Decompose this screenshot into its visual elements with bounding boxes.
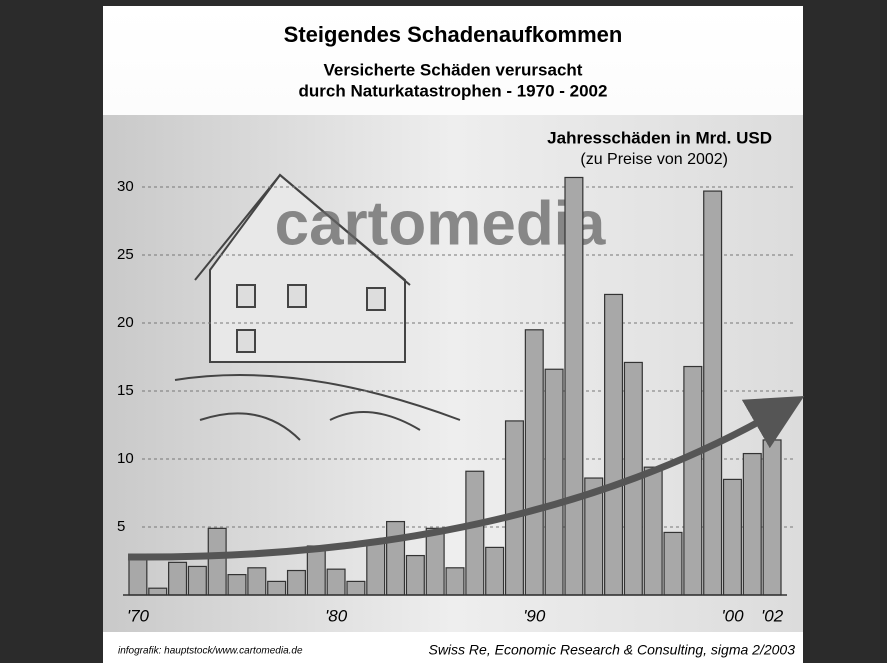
y-tick-label: 20 <box>117 314 134 331</box>
credit: infografik: hauptstock/www.cartomedia.de <box>118 646 303 657</box>
bar <box>426 528 444 595</box>
bar <box>565 177 583 595</box>
x-tick-label: '00 <box>721 606 744 625</box>
bar <box>525 330 543 595</box>
y-tick-label: 5 <box>117 518 125 535</box>
x-tick-label: '02 <box>761 606 784 625</box>
bar <box>327 569 345 595</box>
bar <box>704 191 722 595</box>
bar <box>367 542 385 595</box>
y-tick-label: 10 <box>117 450 134 467</box>
y-tick-label: 15 <box>117 382 134 399</box>
chart-title: Steigendes Schadenaufkommen <box>284 22 623 47</box>
source: Swiss Re, Economic Research & Consulting… <box>428 642 795 658</box>
bar <box>208 528 226 595</box>
axis-label: Jahresschäden in Mrd. USD <box>547 128 772 147</box>
y-tick-label: 25 <box>117 246 134 263</box>
bar <box>605 294 623 595</box>
bar <box>248 568 266 595</box>
bar <box>545 369 563 595</box>
bar <box>486 547 504 595</box>
x-tick-label: '70 <box>127 606 150 625</box>
subtitle: Versicherte Schäden verursacht <box>324 60 583 79</box>
bar <box>406 556 424 595</box>
chart: Steigendes Schadenaufkommen Versicherte … <box>0 0 887 663</box>
bar <box>446 568 464 595</box>
bar <box>684 367 702 595</box>
bar <box>288 571 306 595</box>
bar <box>506 421 524 595</box>
bar <box>664 532 682 595</box>
x-tick-label: '90 <box>523 606 546 625</box>
bar <box>466 471 484 595</box>
bar <box>743 454 761 595</box>
bar <box>268 581 286 595</box>
bar <box>387 522 405 595</box>
bar <box>347 581 365 595</box>
axis-label: (zu Preise von 2002) <box>580 151 728 168</box>
subtitle: durch Naturkatastrophen - 1970 - 2002 <box>299 81 608 100</box>
y-tick-label: 30 <box>117 178 134 195</box>
bar <box>644 467 662 595</box>
bar <box>763 440 781 595</box>
page: Steigendes Schadenaufkommen Versicherte … <box>0 0 887 663</box>
bar <box>169 562 187 595</box>
bar <box>307 546 325 595</box>
x-tick-label: '80 <box>325 606 348 625</box>
bar <box>129 560 147 595</box>
bar <box>228 575 246 595</box>
bar <box>724 479 742 595</box>
bar <box>188 566 206 595</box>
bar <box>149 588 167 595</box>
watermark: cartomedia <box>275 189 606 258</box>
